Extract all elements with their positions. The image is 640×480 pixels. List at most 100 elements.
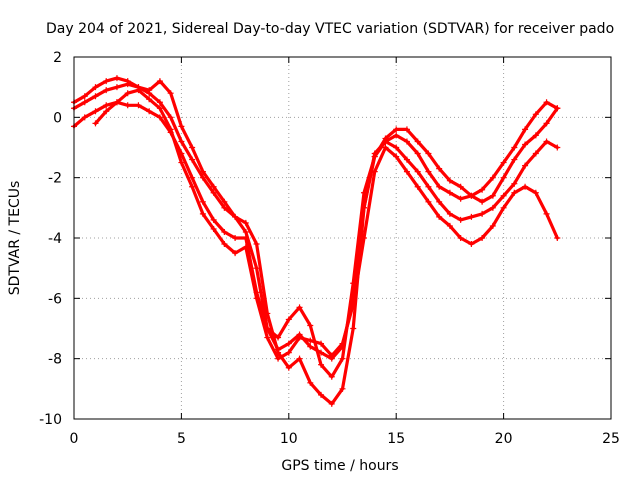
series-4-point [522,183,529,190]
series-3-point [307,343,314,350]
series-2-point [146,87,153,94]
series-4-point [403,168,410,175]
series-2-point [232,213,239,220]
series-3-point [543,138,550,145]
series-4-point [296,334,303,341]
series-2-point [414,138,421,145]
x-axis-label: GPS time / hours [281,458,398,474]
series-3-point [124,102,131,109]
y-tick-label: -6 [48,291,62,307]
series-4-point [264,334,271,341]
series-3-point [554,144,561,151]
series-2-point [489,192,496,199]
series-4-point [468,241,475,248]
series-4-point [339,340,346,347]
series-3-point [92,108,99,115]
x-tick-label: 15 [387,431,405,447]
series-2-point [468,192,475,199]
series-2-point [167,90,174,97]
series-3-point [468,213,475,220]
series-1-point [285,364,292,371]
y-tick-label: 2 [53,50,62,66]
series-4-point [275,355,282,362]
series-1-point [113,75,120,82]
series-2-point [307,322,314,329]
series-4-point [156,105,163,112]
grid-lines [74,57,611,419]
series-3-point [221,228,228,235]
series-1-point [446,189,453,196]
data-series [71,75,561,407]
series-3-point [371,150,378,157]
x-tick-label: 10 [280,431,298,447]
series-2-point [275,334,282,341]
series-1-point [500,159,507,166]
series-2-point [113,84,120,91]
y-tick-label: -4 [48,231,62,247]
series-3-point [135,102,142,109]
series-3-point [382,138,389,145]
series-4-point [253,295,260,302]
series-4-point [371,168,378,175]
series-2-point [403,126,410,133]
series-1-point [339,385,346,392]
series-4-point [210,225,217,232]
series-4-point [360,235,367,241]
series-2-point [511,156,518,163]
series-1-point [318,391,325,398]
series-3-point [318,349,325,356]
series-3-point [532,150,539,157]
series-4-point [232,250,239,257]
series-3-point [146,108,153,115]
series-2-point [318,361,325,368]
series-1-point [414,150,421,157]
y-tick-label: 0 [53,110,62,126]
series-1-point [436,183,443,190]
series-2-point [554,105,561,112]
series-2-point [92,93,99,100]
series-1-point [479,186,486,193]
series-3-point [189,174,196,181]
series-2-point [156,78,163,85]
series-4-point [103,108,110,115]
series-4-point [436,213,443,220]
series-4-point [489,222,496,229]
series-1-point [242,219,249,226]
x-tick-label: 20 [495,431,513,447]
series-2-point [446,177,453,184]
series-3-point [242,235,249,241]
series-4-point [135,87,142,94]
y-tick-label: -8 [48,352,62,368]
series-2-point [425,150,432,157]
series-2-point [189,144,196,151]
series-1-point [92,84,99,91]
series-2-point [178,123,185,130]
series-1-line [72,76,559,406]
series-2-point [210,183,217,190]
series-1-point [522,126,529,133]
series-4-point [113,99,120,106]
y-tick-label: -2 [48,171,62,187]
series-4-point [532,189,539,196]
series-4-point [350,301,357,308]
series-3-point [81,114,88,121]
series-1-point [167,114,174,121]
series-3-point [232,235,239,241]
series-1-point [296,355,303,362]
series-1-point [425,168,432,175]
series-1-point [189,156,196,163]
series-4-line [93,88,559,361]
series-3-point [446,210,453,217]
series-4-point [328,352,335,359]
series-1-point [103,78,110,85]
series-4-point [414,183,421,190]
series-2-point [393,126,400,133]
x-tick-label: 25 [602,431,620,447]
series-1-point [403,138,410,145]
series-3-point [393,144,400,151]
y-tick-label: -10 [39,412,62,428]
series-4-point [124,90,131,97]
series-4-point [554,235,561,241]
series-2-point [522,141,529,148]
